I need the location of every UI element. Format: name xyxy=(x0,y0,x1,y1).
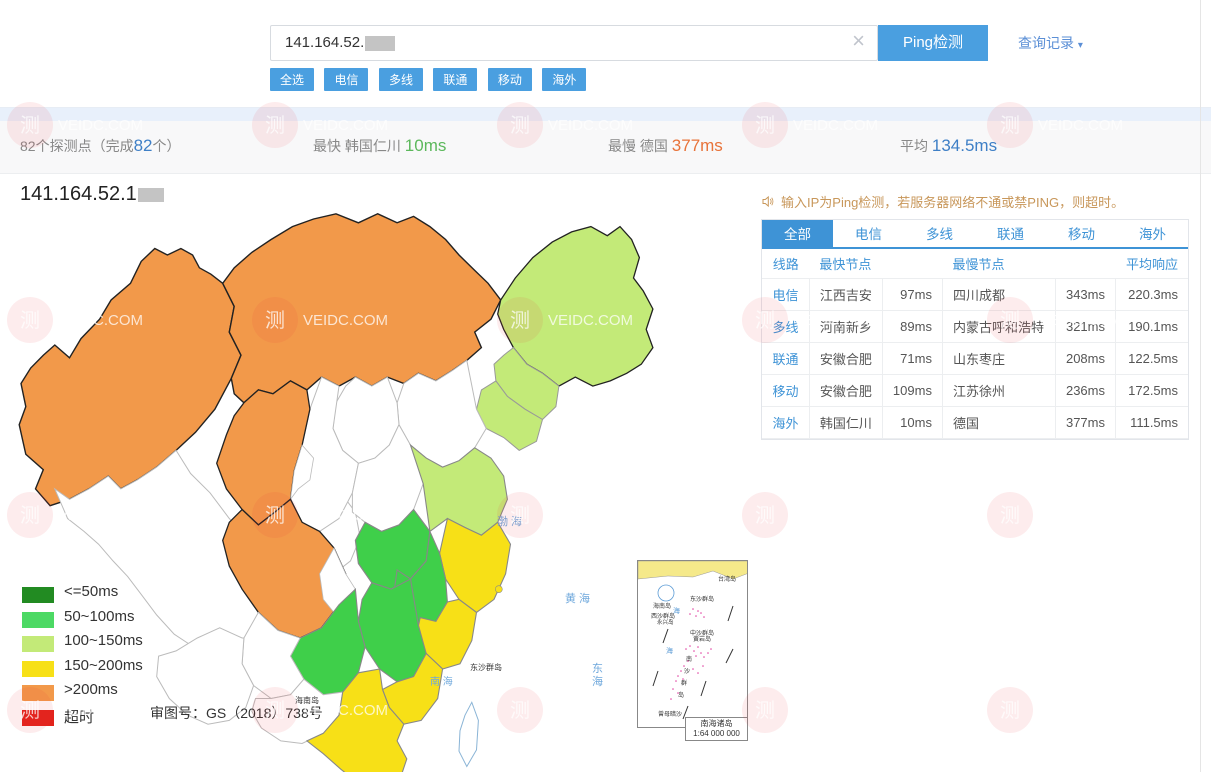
svg-text:南: 南 xyxy=(686,655,692,663)
svg-text:东沙群岛: 东沙群岛 xyxy=(690,595,714,603)
svg-text:海: 海 xyxy=(592,674,603,688)
svg-text:海南岛: 海南岛 xyxy=(653,602,671,610)
svg-text:中沙群岛: 中沙群岛 xyxy=(690,629,714,637)
svg-text:东: 东 xyxy=(592,662,603,675)
svg-text:黄 海: 黄 海 xyxy=(565,591,590,605)
svg-text:西沙群岛: 西沙群岛 xyxy=(651,612,675,620)
svg-text:岛: 岛 xyxy=(678,691,684,699)
svg-text:群: 群 xyxy=(681,679,687,687)
svg-text:渤 海: 渤 海 xyxy=(497,514,522,528)
svg-text:海: 海 xyxy=(673,606,680,615)
svg-text:海: 海 xyxy=(666,646,673,655)
svg-text:永兴岛: 永兴岛 xyxy=(657,618,674,626)
svg-text:东沙群岛: 东沙群岛 xyxy=(470,662,502,672)
svg-text:沙: 沙 xyxy=(684,668,690,675)
svg-text:黄岩岛: 黄岩岛 xyxy=(693,635,711,643)
svg-text:台湾岛: 台湾岛 xyxy=(718,575,736,583)
svg-text:曾母暗沙: 曾母暗沙 xyxy=(658,710,682,718)
svg-text:南 海: 南 海 xyxy=(430,675,453,688)
